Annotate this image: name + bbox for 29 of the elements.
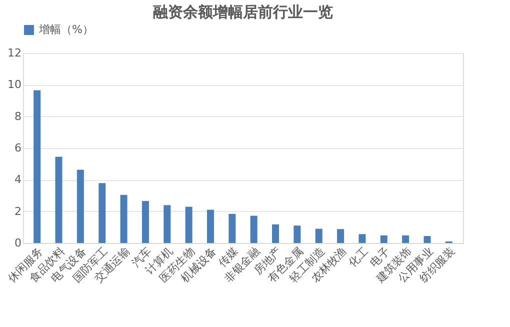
bar	[98, 183, 106, 243]
bar	[337, 229, 344, 243]
bar	[250, 216, 258, 243]
y-tick-label: 12	[8, 46, 22, 60]
bar	[76, 170, 84, 243]
bar	[358, 234, 366, 243]
bar	[120, 194, 128, 243]
chart-title: 融资余额增幅居前行业一览	[153, 3, 333, 21]
bar	[272, 224, 280, 243]
bar	[206, 210, 214, 243]
x-tick-label: 化工	[346, 244, 371, 270]
bar	[142, 201, 149, 243]
y-tick-label: 0	[14, 236, 22, 250]
bar	[34, 90, 41, 243]
bar	[424, 236, 431, 243]
bar	[55, 156, 62, 243]
y-tick-label: 4	[14, 173, 22, 186]
bar	[185, 206, 192, 243]
y-tick-label: 6	[14, 142, 22, 154]
y-tick-label: 2	[14, 204, 22, 218]
y-tick-label: 10	[8, 78, 22, 92]
bar	[402, 235, 410, 243]
bar	[380, 235, 388, 243]
bar	[315, 228, 322, 243]
legend-label: 增幅（%）	[38, 23, 94, 36]
bar	[228, 214, 236, 243]
bar	[294, 226, 301, 243]
y-tick-label: 8	[14, 110, 22, 123]
bar	[164, 205, 171, 243]
